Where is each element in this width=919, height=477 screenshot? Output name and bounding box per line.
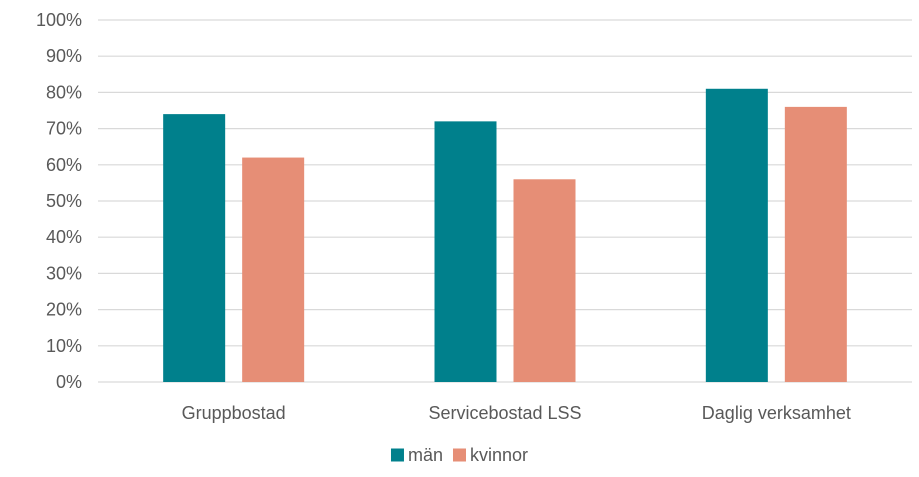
y-tick-label: 80% [46,82,82,102]
y-tick-label: 60% [46,155,82,175]
bars [163,88,847,383]
bar-kvinnor-2 [784,106,847,382]
y-tick-label: 30% [46,263,82,283]
legend-item-1: kvinnor [452,445,528,465]
x-tick-label: Daglig verksamhet [702,403,851,423]
y-tick-label: 20% [46,300,82,320]
y-tick-label: 100% [36,10,82,30]
bar-män-1 [434,121,497,383]
y-tick-label: 0% [56,372,82,392]
bar-kvinnor-1 [513,179,576,382]
gridlines [98,19,912,383]
legend-item-0: män [390,445,443,465]
bar-män-0 [163,114,226,383]
legend-swatch [390,448,404,462]
legend-label: kvinnor [470,445,528,465]
y-tick-label: 70% [46,119,82,139]
x-axis-ticks: Gruppbostad Servicebostad LSS Daglig verks… [182,403,851,423]
legend-swatch [452,448,466,462]
bar-män-2 [705,88,768,382]
y-axis-ticks: 0% 10% 20% 30% 40% 50% 60% 70% 80% 90% 100% [36,10,82,392]
y-tick-label: 10% [46,336,82,356]
legend-label: män [408,445,443,465]
y-tick-label: 50% [46,191,82,211]
bar-kvinnor-0 [242,157,305,382]
legend: män kvinnor [390,445,528,465]
y-tick-label: 40% [46,227,82,247]
x-tick-label: Servicebostad LSS [428,403,581,423]
x-tick-label: Gruppbostad [182,403,286,423]
y-tick-label: 90% [46,46,82,66]
